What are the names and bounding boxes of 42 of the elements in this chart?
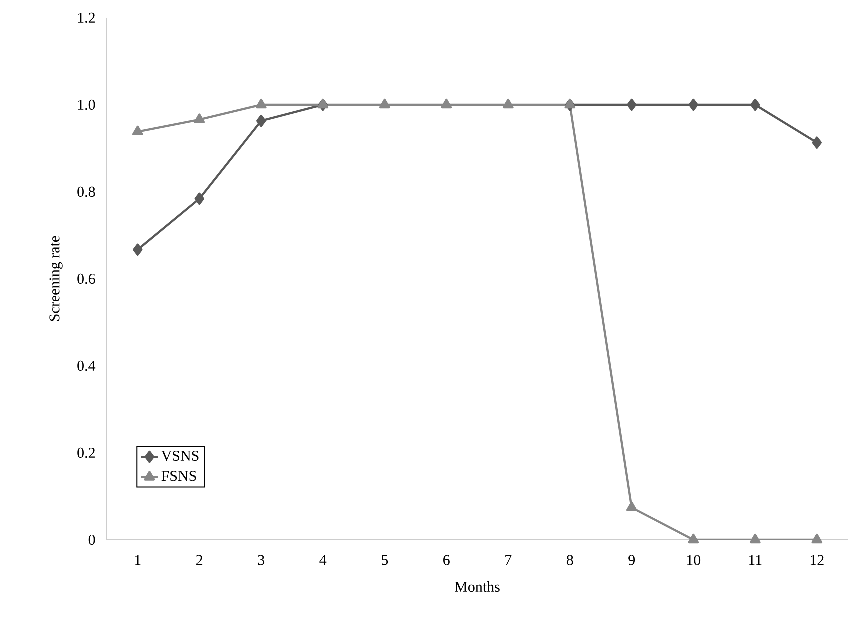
x-tick-label: 10 [687,555,701,566]
point [194,192,204,206]
point [318,98,329,109]
y-tick-label: 0.6 [78,274,96,284]
y-tick-label: 1.0 [78,100,96,110]
x-tick-label: 9 [628,555,636,566]
x-tick-label: 1 [135,555,141,566]
point [812,136,822,149]
legend-label: FSNS [162,471,196,482]
x-tick-label: 11 [749,555,762,566]
point [133,244,143,256]
point [750,98,760,112]
x-tick-label: 8 [566,555,574,566]
x-tick-label: 4 [320,555,327,566]
y-tick-label: 0.8 [78,186,96,198]
point [812,534,823,544]
y-axis-title: Screening rate [50,236,63,322]
point [194,114,206,124]
x-axis-title: Months [455,582,500,592]
y-tick-label: 0.4 [78,360,96,372]
point [502,98,514,109]
point [750,534,761,544]
x-tick-label: 2 [196,555,203,566]
point [256,114,266,128]
x-tick-label: 12 [810,555,824,566]
point [441,98,452,109]
x-tick-label: 5 [382,555,388,566]
x-tick-label: 7 [506,555,512,566]
point [627,98,637,112]
point [688,534,700,544]
x-tick-label: 3 [258,555,265,566]
y-tick-label: 0 [88,534,96,546]
x-tick-label: 6 [444,555,450,566]
y-tick-label: 0.2 [78,448,95,458]
point [379,98,390,109]
point [132,126,144,136]
point [256,98,267,109]
legend-label: VSNS [161,450,199,462]
point [564,98,576,109]
y-tick-label: 1.2 [78,12,95,24]
point [626,502,638,512]
point [688,98,698,112]
